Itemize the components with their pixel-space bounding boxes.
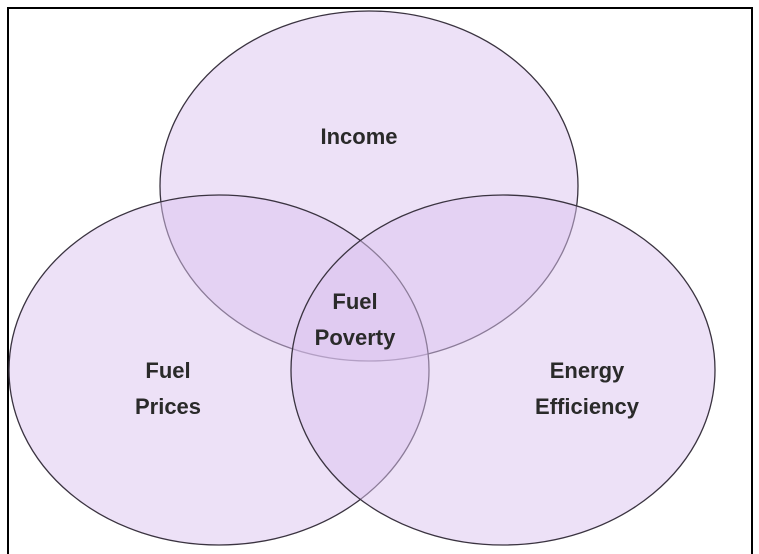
set-label: Efficiency	[535, 394, 640, 419]
set-label: Income	[320, 124, 397, 149]
energy-efficiency-circle	[290, 194, 716, 546]
set-label: Energy	[550, 358, 625, 383]
frame	[7, 7, 753, 554]
set-label: Fuel	[145, 358, 190, 383]
set-label: Prices	[135, 394, 201, 419]
center-label: Poverty	[315, 325, 396, 350]
center-label: Fuel	[332, 289, 377, 314]
